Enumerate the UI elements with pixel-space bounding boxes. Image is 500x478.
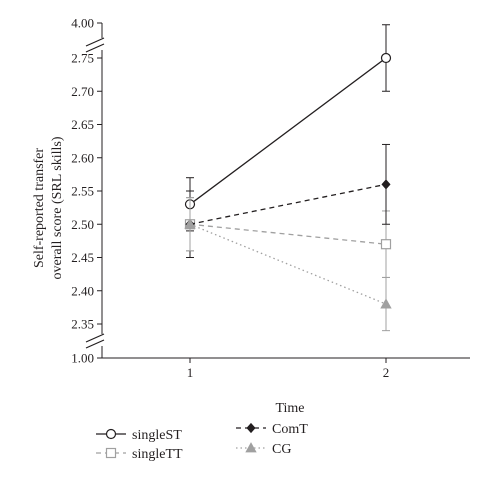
y-tick-label: 2.55 bbox=[71, 184, 94, 199]
series-ComT bbox=[185, 143, 391, 258]
legend-marker bbox=[246, 422, 256, 434]
series-CG bbox=[184, 197, 392, 332]
y-tick-label: 2.75 bbox=[71, 51, 94, 66]
data-point bbox=[380, 52, 392, 64]
series-line bbox=[189, 223, 387, 305]
data-point bbox=[381, 179, 391, 190]
x-tick-label: 1 bbox=[187, 365, 194, 380]
legend-label: singleTT bbox=[132, 447, 183, 462]
y-axis-break-mark bbox=[85, 43, 105, 53]
data-point bbox=[184, 218, 196, 229]
y-axis-label-line-2: overall score (SRL skills) bbox=[50, 136, 65, 279]
y-tick-label: 2.40 bbox=[71, 283, 94, 298]
legend-marker bbox=[105, 428, 117, 440]
series-line bbox=[189, 183, 387, 225]
legend-entry-singleTT: singleTT bbox=[96, 447, 183, 462]
series-line bbox=[189, 57, 387, 205]
legend-label: singleST bbox=[132, 428, 182, 443]
y-tick-label: 2.50 bbox=[71, 217, 94, 232]
y-tick-label: 2.45 bbox=[71, 250, 94, 265]
y-axis-label-line-1: Self-reported transfer bbox=[32, 148, 47, 268]
y-tick-label: 4.00 bbox=[71, 16, 94, 31]
legend-entry-singleST: singleST bbox=[96, 428, 182, 443]
y-tick-label: 2.70 bbox=[71, 84, 94, 99]
y-axis-break-mark bbox=[85, 37, 105, 47]
data-point bbox=[380, 239, 392, 250]
y-tick-label: 2.65 bbox=[71, 117, 94, 132]
y-axis-break-mark bbox=[85, 333, 105, 343]
series-singleST bbox=[184, 24, 392, 232]
y-tick-label: 1.00 bbox=[71, 351, 94, 366]
x-tick-label: 2 bbox=[383, 365, 390, 380]
legend-marker bbox=[245, 442, 257, 453]
legend-entry-CG: CG bbox=[236, 442, 291, 457]
legend-label: CG bbox=[272, 442, 291, 457]
legend-marker bbox=[105, 447, 117, 459]
legend-label: ComT bbox=[272, 422, 308, 437]
data-point bbox=[380, 298, 392, 309]
y-tick-label: 2.35 bbox=[71, 317, 94, 332]
legend-entry-ComT: ComT bbox=[236, 422, 308, 437]
series-line bbox=[189, 223, 387, 245]
series-singleTT bbox=[184, 197, 392, 278]
y-tick-label: 2.60 bbox=[71, 150, 94, 165]
x-axis-label: Time bbox=[275, 401, 304, 416]
y-axis-break-mark bbox=[85, 339, 105, 349]
